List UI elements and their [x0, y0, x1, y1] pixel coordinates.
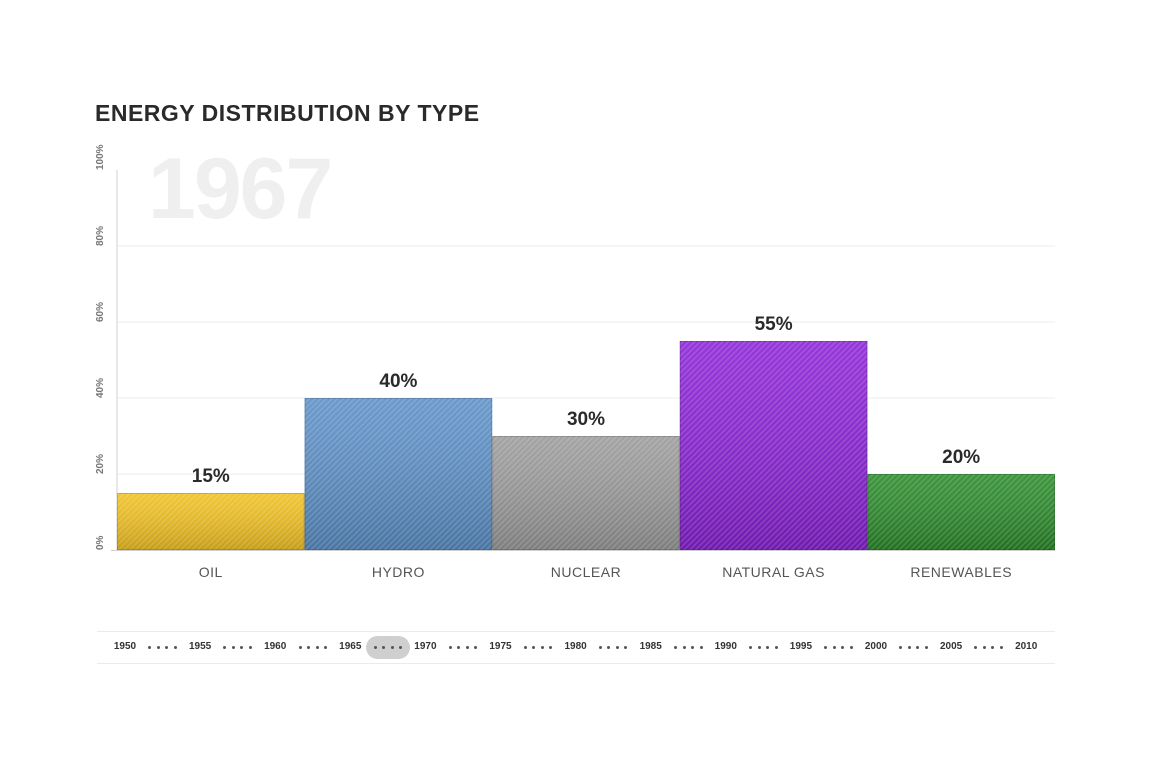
- timeline-dot[interactable]: [457, 646, 461, 649]
- x-tick-label: RENEWABLES: [910, 564, 1012, 580]
- timeline-dot[interactable]: [982, 646, 986, 649]
- timeline-dot[interactable]: [382, 646, 386, 649]
- timeline-year[interactable]: 1965: [339, 641, 362, 652]
- timeline-dot[interactable]: [841, 646, 845, 649]
- x-axis: OIL HYDRO NUCLEAR NATURAL GAS RENEWABLES: [111, 550, 1055, 580]
- timeline-dot[interactable]: [766, 646, 770, 649]
- timeline-dot[interactable]: [315, 646, 319, 649]
- timeline-year[interactable]: 2000: [864, 641, 888, 652]
- timeline-dot[interactable]: [156, 646, 160, 649]
- bar-nuclear: [492, 436, 680, 550]
- timeline-dot[interactable]: [390, 646, 394, 649]
- y-tick-label: 40%: [95, 378, 106, 398]
- value-label: 30%: [567, 409, 605, 430]
- bar-renewables: [867, 474, 1056, 550]
- value-labels: 15% 40% 30% 55% 20%: [192, 314, 981, 487]
- timeline-dot[interactable]: [674, 646, 677, 649]
- timeline-dot[interactable]: [691, 646, 694, 649]
- y-tick-label: 100%: [95, 144, 106, 170]
- bar-chart: 0% 20% 40% 60% 80% 100% 15% 40% 30% 55% 20% OIL HY…: [95, 144, 1056, 580]
- chart-title: ENERGY DISTRIBUTION BY TYPE: [95, 100, 480, 126]
- timeline-dot[interactable]: [373, 646, 377, 649]
- bar-hydro: [304, 398, 493, 550]
- timeline-dot[interactable]: [448, 646, 452, 649]
- value-label: 20%: [942, 447, 980, 468]
- timeline-dot[interactable]: [832, 646, 836, 649]
- timeline-year[interactable]: 1960: [264, 641, 287, 652]
- bar-oil: [117, 493, 305, 550]
- timeline-dot[interactable]: [999, 646, 1003, 649]
- timeline-dot[interactable]: [974, 646, 978, 649]
- y-tick-label: 80%: [95, 226, 106, 246]
- timeline-dot[interactable]: [598, 646, 602, 649]
- value-label: 15%: [192, 466, 230, 487]
- timeline-dot[interactable]: [749, 646, 753, 649]
- timeline-dot[interactable]: [924, 646, 928, 649]
- timeline-year[interactable]: 1950: [113, 641, 137, 652]
- y-axis: 0% 20% 40% 60% 80% 100%: [95, 144, 118, 550]
- timeline-dot[interactable]: [624, 646, 628, 649]
- timeline-dot[interactable]: [849, 646, 853, 649]
- timeline-year[interactable]: 1980: [564, 641, 587, 652]
- y-tick-label: 60%: [95, 302, 106, 322]
- timeline-year[interactable]: 1955: [188, 641, 212, 652]
- timeline-dot[interactable]: [991, 646, 995, 649]
- timeline-dot[interactable]: [399, 646, 403, 649]
- bars: [117, 341, 1056, 550]
- timeline-dot[interactable]: [615, 646, 619, 649]
- timeline-dot[interactable]: [223, 646, 227, 649]
- timeline-year[interactable]: 1970: [414, 641, 437, 652]
- bar-natural-gas: [679, 341, 868, 550]
- timeline-dot[interactable]: [549, 646, 553, 649]
- timeline-dot[interactable]: [757, 646, 761, 649]
- y-tick-label: 0%: [95, 535, 106, 550]
- timeline-year[interactable]: 1990: [714, 641, 737, 652]
- timeline-dot[interactable]: [307, 646, 310, 649]
- timeline-year[interactable]: 1975: [489, 641, 512, 652]
- timeline-dot[interactable]: [540, 646, 544, 649]
- timeline-dot[interactable]: [916, 646, 920, 649]
- timeline-dot[interactable]: [474, 646, 478, 649]
- timeline-year[interactable]: 1995: [789, 641, 813, 652]
- timeline-dot[interactable]: [907, 646, 911, 649]
- timeline-dot[interactable]: [699, 646, 703, 649]
- timeline-handle[interactable]: [365, 636, 410, 659]
- timeline-dot[interactable]: [240, 646, 244, 649]
- timeline-dot[interactable]: [173, 646, 177, 649]
- timeline-track[interactable]: 1950 1955 1960 1965 1970 1975 1980 1985 1990 1995…: [97, 632, 1055, 663]
- timeline-year[interactable]: 2010: [1015, 641, 1038, 652]
- x-tick-label: NUCLEAR: [551, 564, 621, 580]
- timeline-dot[interactable]: [324, 646, 327, 649]
- y-tick-label: 20%: [95, 454, 106, 474]
- timeline-dot[interactable]: [607, 646, 611, 649]
- timeline-dot[interactable]: [824, 646, 828, 649]
- year-timeline[interactable]: 1950 1955 1960 1965 1970 1975 1980 1985 1990 1995…: [97, 631, 1055, 664]
- timeline-dot[interactable]: [532, 646, 536, 649]
- value-label: 55%: [755, 314, 793, 335]
- timeline-dot[interactable]: [523, 646, 527, 649]
- timeline-dot[interactable]: [774, 646, 778, 649]
- timeline-dot[interactable]: [248, 646, 252, 649]
- timeline-year[interactable]: 2005: [939, 641, 963, 652]
- x-tick-label: NATURAL GAS: [722, 564, 825, 580]
- timeline-dot[interactable]: [165, 646, 169, 649]
- value-label: 40%: [379, 371, 417, 392]
- timeline-dot[interactable]: [899, 646, 903, 649]
- timeline-dot[interactable]: [298, 646, 302, 649]
- x-tick-label: HYDRO: [372, 564, 425, 580]
- x-tick-label: OIL: [199, 564, 223, 580]
- year-watermark: 1967: [148, 141, 333, 237]
- timeline-dot[interactable]: [682, 646, 686, 649]
- timeline-dot[interactable]: [465, 646, 469, 649]
- timeline-year[interactable]: 1985: [639, 641, 662, 652]
- timeline-dot[interactable]: [231, 646, 235, 649]
- timeline-dot[interactable]: [148, 646, 152, 649]
